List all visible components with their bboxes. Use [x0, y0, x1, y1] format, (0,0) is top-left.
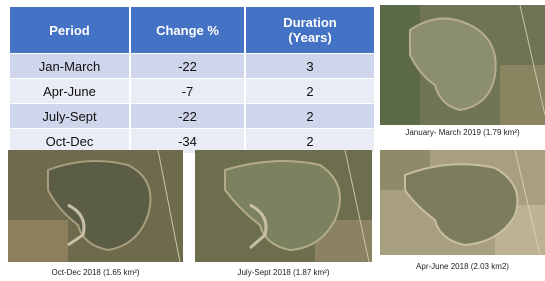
header-cell: Duration (Years): [245, 7, 375, 54]
header-row: Period Change % Duration (Years): [10, 7, 375, 54]
header-text: Period: [35, 23, 105, 38]
table-cell: 2: [245, 104, 375, 129]
table-cell: 2: [245, 79, 375, 104]
table-cell: -22: [130, 104, 245, 129]
table-cell: -22: [130, 54, 245, 79]
image-caption: Apr-June 2018 (2.03 km2): [380, 262, 545, 271]
satellite-image: [380, 150, 545, 255]
header-text: Duration (Years): [275, 15, 345, 45]
table-cell: -7: [130, 79, 245, 104]
table-cell: Apr-June: [10, 79, 130, 104]
satellite-image: [8, 150, 183, 262]
image-caption: January- March 2019 (1.79 km²): [380, 128, 545, 137]
slide: Period Change % Duration (Years) Jan-March…: [0, 0, 545, 281]
change-table: Period Change % Duration (Years) Jan-March…: [10, 7, 376, 153]
image-caption: July-Sept 2018 (1.87 km²): [195, 268, 372, 277]
table-cell: Jan-March: [10, 54, 130, 79]
header-cell: Period: [10, 7, 130, 54]
header-cell: Change %: [130, 7, 245, 54]
image-caption: Oct-Dec 2018 (1.65 km²): [8, 268, 183, 277]
table-cell: 3: [245, 54, 375, 79]
table-cell: July-Sept: [10, 104, 130, 129]
header-text: Change %: [153, 23, 223, 38]
satellite-image: [195, 150, 372, 262]
satellite-image: [380, 5, 545, 125]
